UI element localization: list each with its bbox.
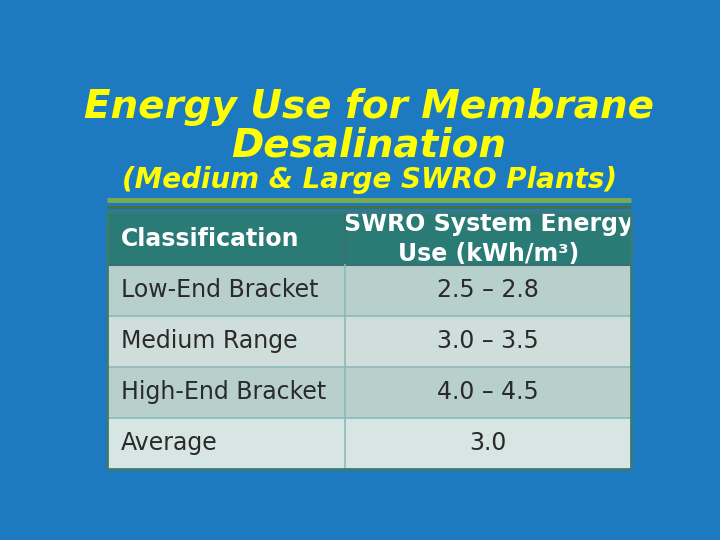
Text: Desalination: Desalination	[232, 126, 506, 165]
Bar	[107, 418, 346, 469]
Text: 3.0 – 3.5: 3.0 – 3.5	[438, 329, 539, 354]
Bar	[107, 367, 346, 418]
Text: 2.5 – 2.8: 2.5 – 2.8	[437, 279, 539, 302]
Text: (Medium & Large SWRO Plants): (Medium & Large SWRO Plants)	[122, 166, 616, 194]
Text: Energy Use for Membrane: Energy Use for Membrane	[84, 88, 654, 126]
Bar	[107, 316, 346, 367]
Bar	[346, 212, 631, 265]
Text: Low-End Bracket: Low-End Bracket	[121, 279, 318, 302]
Text: High-End Bracket: High-End Bracket	[121, 381, 326, 404]
Bar	[107, 212, 346, 265]
Bar	[346, 367, 631, 418]
Text: 4.0 – 4.5: 4.0 – 4.5	[438, 381, 539, 404]
Bar	[107, 212, 631, 469]
Text: Average: Average	[121, 431, 217, 455]
Text: Classification: Classification	[121, 227, 300, 251]
Bar	[107, 265, 346, 316]
Text: 3.0: 3.0	[469, 431, 507, 455]
Bar	[346, 316, 631, 367]
Text: SWRO System Energy
Use (kWh/m³): SWRO System Energy Use (kWh/m³)	[343, 212, 633, 266]
Text: Medium Range: Medium Range	[121, 329, 297, 354]
Bar	[346, 265, 631, 316]
Bar	[346, 418, 631, 469]
